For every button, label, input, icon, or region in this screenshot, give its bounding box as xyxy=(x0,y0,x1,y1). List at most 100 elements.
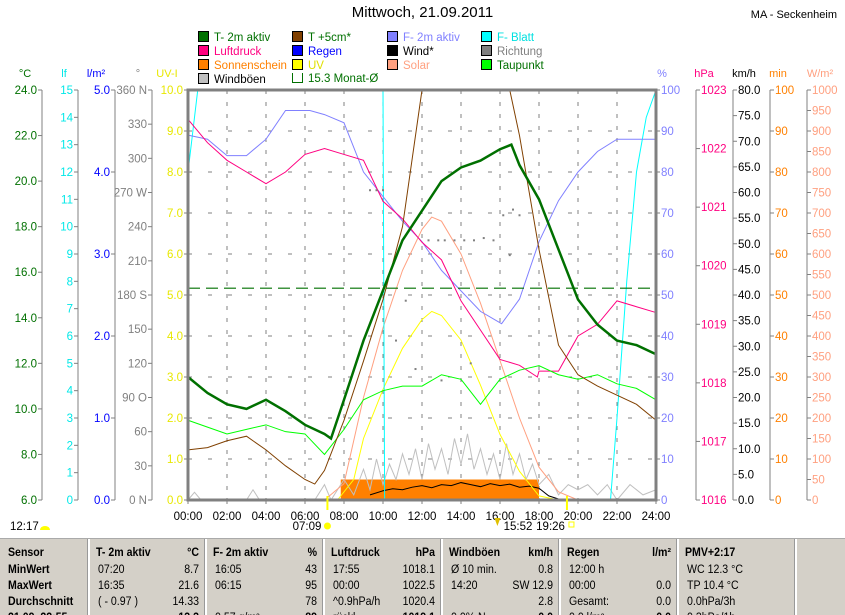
axis-tick-label: 30.0 xyxy=(738,341,760,353)
table-cell: 1019.1 xyxy=(337,612,435,615)
table-cell: Gesamt: xyxy=(569,596,609,608)
wind-direction-dot xyxy=(492,239,495,242)
axis-tick-label: 9.0 xyxy=(167,126,183,138)
wind-direction-dot xyxy=(437,239,440,242)
axis-tick-label: 450 xyxy=(812,311,831,323)
wind-direction-dot xyxy=(518,214,521,217)
legend-item: 15.3 Monat-Ø xyxy=(292,73,378,86)
table-cell: MaxWert xyxy=(8,580,52,592)
x-tick-label: 00:00 xyxy=(174,511,203,523)
table-cell: 0.0 xyxy=(656,580,671,592)
table-cell: TP 10.4 °C xyxy=(687,580,739,592)
legend-label: F- 2m aktiv xyxy=(403,32,460,44)
table-cell: 0.8 xyxy=(538,564,553,576)
wind-direction-dot xyxy=(463,239,466,242)
clock-time: 12:17 xyxy=(10,521,39,533)
table-cell: F- 2m aktiv xyxy=(213,547,269,559)
table-cell: 78 xyxy=(305,596,317,608)
table-divider xyxy=(677,539,679,615)
axis-unit-temp: °C xyxy=(19,68,31,80)
axis-tick-label: 9 xyxy=(67,249,73,261)
axis-tick-label: 1021 xyxy=(701,202,727,214)
axis-tick-label: 15.0 xyxy=(738,418,760,430)
legend-label: Regen xyxy=(308,46,342,58)
wind-direction-dot xyxy=(395,339,397,342)
axis-tick-label: 0 N xyxy=(129,495,147,507)
axis-tick-label: 400 xyxy=(812,331,831,343)
axis-tick-label: 800 xyxy=(812,167,831,179)
wind-direction-dot xyxy=(512,208,514,211)
moon-icon xyxy=(568,521,575,528)
axis-tick-label: 240 xyxy=(128,222,147,234)
wind-direction-dot xyxy=(453,239,456,242)
x-tick-label: 12:00 xyxy=(408,511,437,523)
axis-tick-label: 500 xyxy=(812,290,831,302)
axis-tick-label: 900 xyxy=(812,126,831,138)
series-line xyxy=(187,433,657,502)
table-cell: 8.7 xyxy=(184,564,199,576)
table-cell: hPa xyxy=(415,547,435,559)
axis-tick-label: 2.0 xyxy=(94,331,110,343)
legend-item: Windböen xyxy=(198,73,266,87)
axis-tick-label: 100 xyxy=(812,454,831,466)
axis-tick-label: 12.0 xyxy=(15,358,37,370)
wind-direction-dot xyxy=(369,189,371,192)
x-tick-label: 18:00 xyxy=(525,511,554,523)
legend-item: Luftdruck xyxy=(198,45,261,59)
x-tick-label: 10:00 xyxy=(369,511,398,523)
axis-tick-label: 60 xyxy=(134,427,147,439)
axis-tick-label: 270 W xyxy=(114,188,147,200)
x-tick-label: 16:00 xyxy=(486,511,515,523)
table-cell: 0.0 xyxy=(573,612,671,615)
axis-tick-label: 10 xyxy=(775,454,788,466)
table-cell: 13.3 xyxy=(102,612,199,615)
table-cell: l/m² xyxy=(652,547,671,559)
x-tick-label: 22:00 xyxy=(603,511,632,523)
legend-swatch xyxy=(292,73,303,83)
legend-label: T- 2m aktiv xyxy=(214,32,271,44)
legend-label: Taupunkt xyxy=(497,60,544,72)
table-cell: 21.09. 22:55 xyxy=(8,612,67,615)
series-line xyxy=(187,143,657,441)
axis-tick-label: 50 xyxy=(661,290,674,302)
legend-item: F- 2m aktiv xyxy=(387,31,460,45)
axis-tick-label: 1017 xyxy=(701,436,727,448)
table-cell: ( - 0.97 ) xyxy=(98,596,138,608)
table-cell: Regen xyxy=(567,547,600,559)
legend-swatch xyxy=(387,45,398,56)
axis-tick-label: 20 xyxy=(661,413,674,425)
legend-label: 15.3 Monat-Ø xyxy=(308,73,379,85)
legend-item: Solar xyxy=(387,59,430,73)
sunshine-area xyxy=(340,479,539,500)
axis-unit-wind: km/h xyxy=(732,68,756,80)
wind-direction-dot xyxy=(508,254,511,257)
table-cell: 0.3hPa/1h xyxy=(687,612,735,615)
station-name: MA - Seckenheim xyxy=(750,9,837,21)
axis-tick-label: 360 N xyxy=(116,85,147,97)
table-cell: T- 2m aktiv xyxy=(96,547,151,559)
legend-swatch xyxy=(292,59,303,70)
table-cell: 0.0hPa/3h xyxy=(687,596,736,608)
axis-tick-label: 1018 xyxy=(701,378,727,390)
axis-tick-label: 10.0 xyxy=(15,404,37,416)
series-line xyxy=(188,216,656,501)
table-cell: 95 xyxy=(305,580,317,592)
table-cell: 14:20 xyxy=(451,580,478,592)
axis-tick-label: 8 xyxy=(67,276,73,288)
chart-svg: °C6.08.010.012.014.016.018.020.022.024.0… xyxy=(10,68,838,533)
table-cell: Ø 10 min. xyxy=(451,564,497,576)
axis-tick-label: 4 xyxy=(67,386,74,398)
series-line xyxy=(187,365,657,456)
axis-tick-label: 24.0 xyxy=(15,85,37,97)
axis-tick-label: 20.0 xyxy=(738,393,760,405)
table-cell: % xyxy=(307,547,317,559)
table-cell: 89 xyxy=(219,612,317,615)
axis-unit-dir: ° xyxy=(136,68,140,80)
legend-item: Regen xyxy=(292,45,342,59)
axis-tick-label: 20 xyxy=(775,413,788,425)
axis-tick-label: 1 xyxy=(67,468,73,480)
axis-tick-label: 120 xyxy=(128,358,147,370)
axis-tick-label: 100 xyxy=(775,85,794,97)
table-cell: SW 12.9 xyxy=(512,580,553,592)
